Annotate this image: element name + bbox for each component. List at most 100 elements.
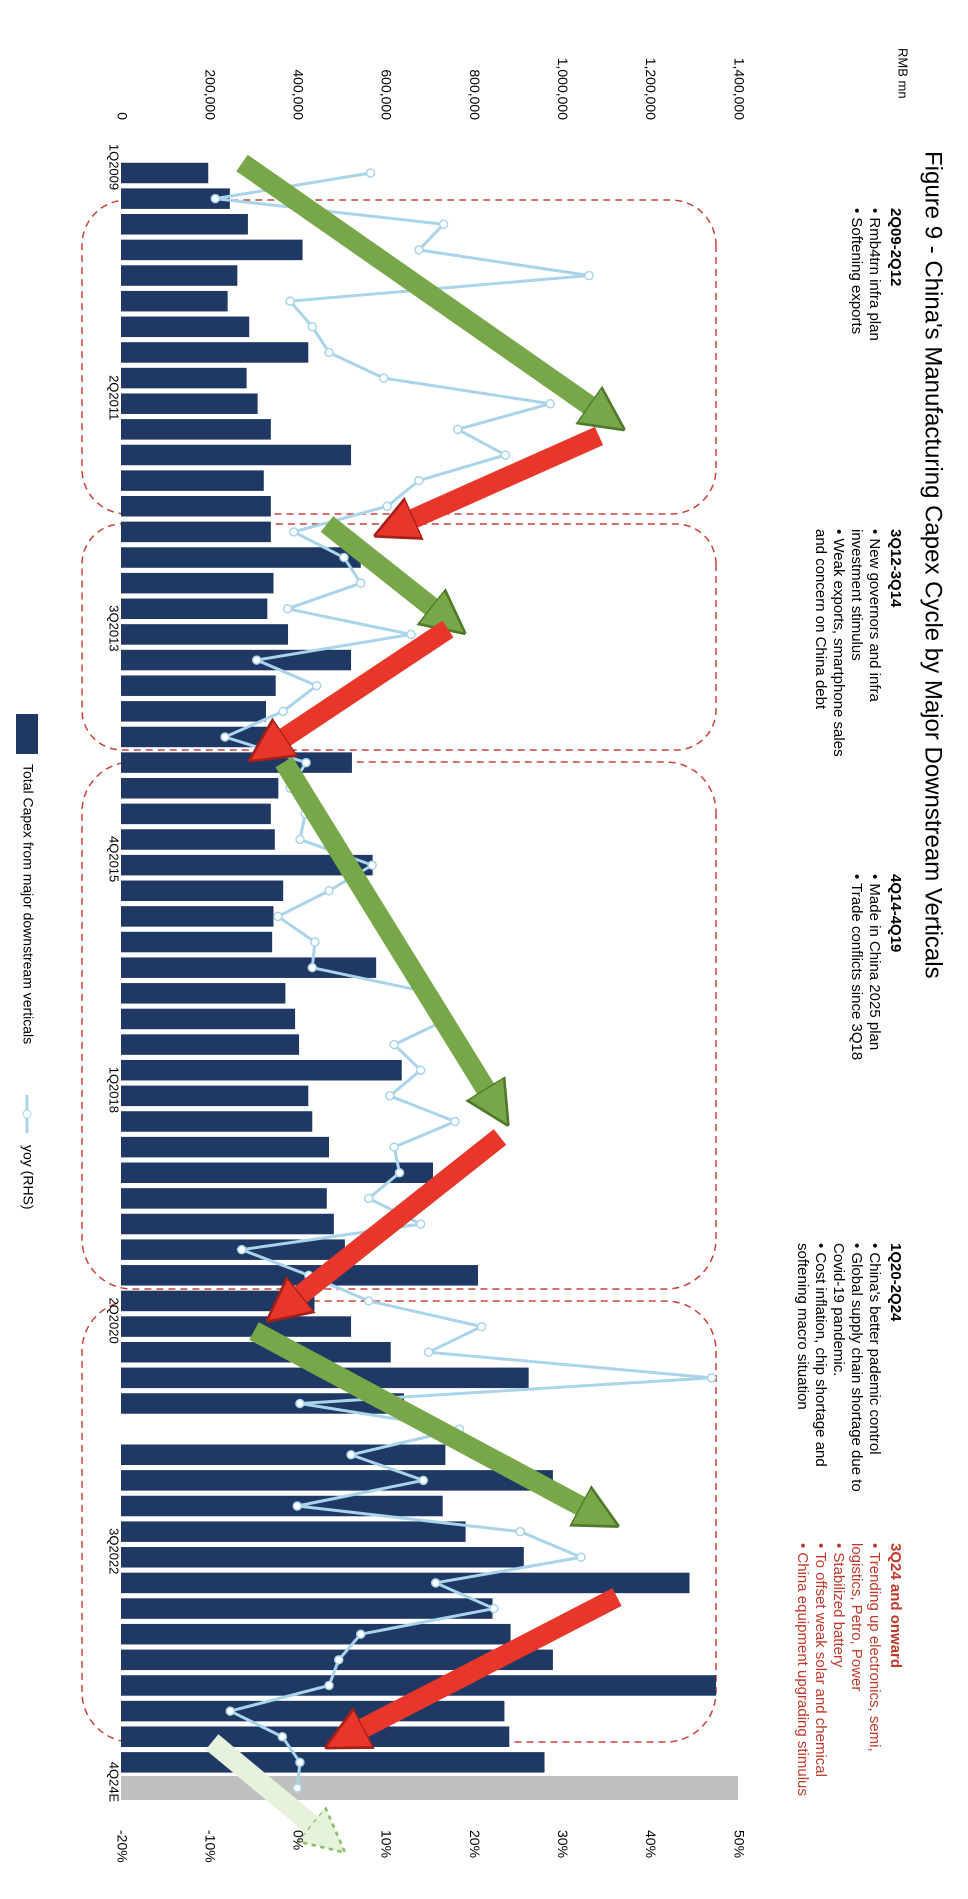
bar [120, 1162, 434, 1184]
line-point [515, 1526, 526, 1537]
line-point [225, 1706, 236, 1716]
annotation-line: and concern on China debt [812, 529, 829, 710]
y-tick-label: 600,000 [379, 69, 395, 120]
bar [121, 1290, 315, 1312]
bar [121, 880, 284, 902]
trend-arrow [205, 1734, 318, 1830]
bar [121, 649, 352, 671]
bar [121, 777, 279, 799]
line-point [489, 1603, 499, 1614]
y2-tick-label: 0% [291, 1830, 307, 1850]
line-point [210, 193, 221, 204]
annotation-line: • To offset weak solar and chemical [812, 1543, 829, 1777]
bar [120, 983, 286, 1004]
line-point [307, 962, 318, 973]
bar [120, 572, 274, 594]
forecast-shade [121, 1776, 738, 1800]
annotation-title: 4Q14-4Q19 [887, 874, 904, 952]
trend-arrow [278, 620, 454, 742]
bar [121, 470, 264, 491]
line-point [476, 1321, 487, 1332]
annotation-line: • China equipment upgrading stimulus [794, 1543, 811, 1796]
y-tick-label: 200,000 [202, 69, 218, 120]
line-point [423, 1347, 434, 1357]
y-tick-label: 800,000 [467, 69, 483, 120]
line-point [382, 501, 392, 512]
line-point [545, 398, 556, 409]
line-point [406, 629, 416, 640]
period-box [81, 761, 717, 1290]
line-point [324, 886, 334, 896]
bar [120, 393, 258, 414]
legend-swatch [22, 1109, 32, 1119]
bar [121, 1085, 309, 1107]
annotation-line: • Cost inflation, chip shortage and [812, 1243, 829, 1467]
chart-body: Figure 9 - China's Manufacturing Capex C… [16, 48, 947, 1863]
legend-label: yoy (RHS) [20, 1145, 36, 1210]
line-point [289, 527, 299, 537]
line-point [706, 1373, 717, 1383]
line-point [295, 1757, 305, 1768]
line-point [389, 1142, 399, 1152]
line-point [285, 296, 295, 306]
line-point [438, 219, 449, 230]
legend-label: Total Capex from major downstream vertic… [20, 764, 36, 1044]
bar [120, 854, 373, 876]
annotation-line: • Weak exports, smartphone sales [830, 529, 847, 757]
bar [120, 1213, 334, 1235]
bar [121, 701, 266, 722]
line-point [500, 450, 511, 460]
line-point [278, 706, 288, 717]
bar [121, 1341, 391, 1363]
annotation-line: Covid-19 pandemic. [830, 1243, 847, 1376]
bar [121, 265, 238, 286]
bar [120, 419, 271, 440]
line-point [355, 578, 366, 588]
trend-arrow [406, 426, 604, 522]
line-point [452, 424, 463, 435]
bar [120, 752, 352, 773]
line-point [311, 680, 322, 691]
line-point [346, 1449, 356, 1460]
line-point [237, 1244, 247, 1255]
bar [120, 496, 271, 517]
bar [121, 1752, 545, 1773]
line-point [385, 1091, 395, 1101]
chart-title: Figure 9 - China's Manufacturing Capex C… [920, 151, 947, 979]
bar [120, 906, 274, 927]
bar [121, 1034, 300, 1055]
trend-arrow [356, 1588, 622, 1732]
bar [121, 1700, 505, 1722]
annotation-line: investment stimulus [848, 529, 865, 661]
line-point [415, 1065, 426, 1075]
annotation-line: • Made in China 2025 plan [866, 874, 883, 1050]
bar [121, 547, 361, 568]
y2-tick-label: -10% [202, 1830, 218, 1863]
bar [121, 1188, 327, 1209]
line-point [251, 655, 262, 665]
line-point [414, 475, 424, 486]
annotation-line: • Softening exports [848, 208, 865, 334]
y-tick-label: 0 [114, 112, 130, 120]
bar [120, 162, 209, 184]
bar [121, 1136, 330, 1158]
line-point [277, 1731, 288, 1742]
y2-tick-label: -20% [114, 1830, 130, 1863]
trend-arrow [236, 154, 596, 410]
annotation-line: • Trending up electronics, semi, [866, 1543, 883, 1752]
annotation-line: • Global supply chain shortage due to [848, 1243, 865, 1492]
line-point [576, 1552, 586, 1563]
trend-arrows [205, 154, 622, 1830]
bar [121, 367, 247, 389]
line-point [414, 245, 424, 255]
bar [121, 1444, 446, 1466]
annotation-line: • Stabilized battery [830, 1543, 847, 1668]
line-point [307, 322, 318, 332]
line-point [584, 270, 594, 281]
annotation-line: softening macro situation [794, 1243, 811, 1410]
bar [121, 1008, 296, 1030]
line-point [301, 757, 311, 768]
y2-tick-label: 50% [731, 1830, 747, 1858]
line-point [363, 1193, 374, 1204]
annotation-line: • China's better pademic control [866, 1243, 883, 1455]
